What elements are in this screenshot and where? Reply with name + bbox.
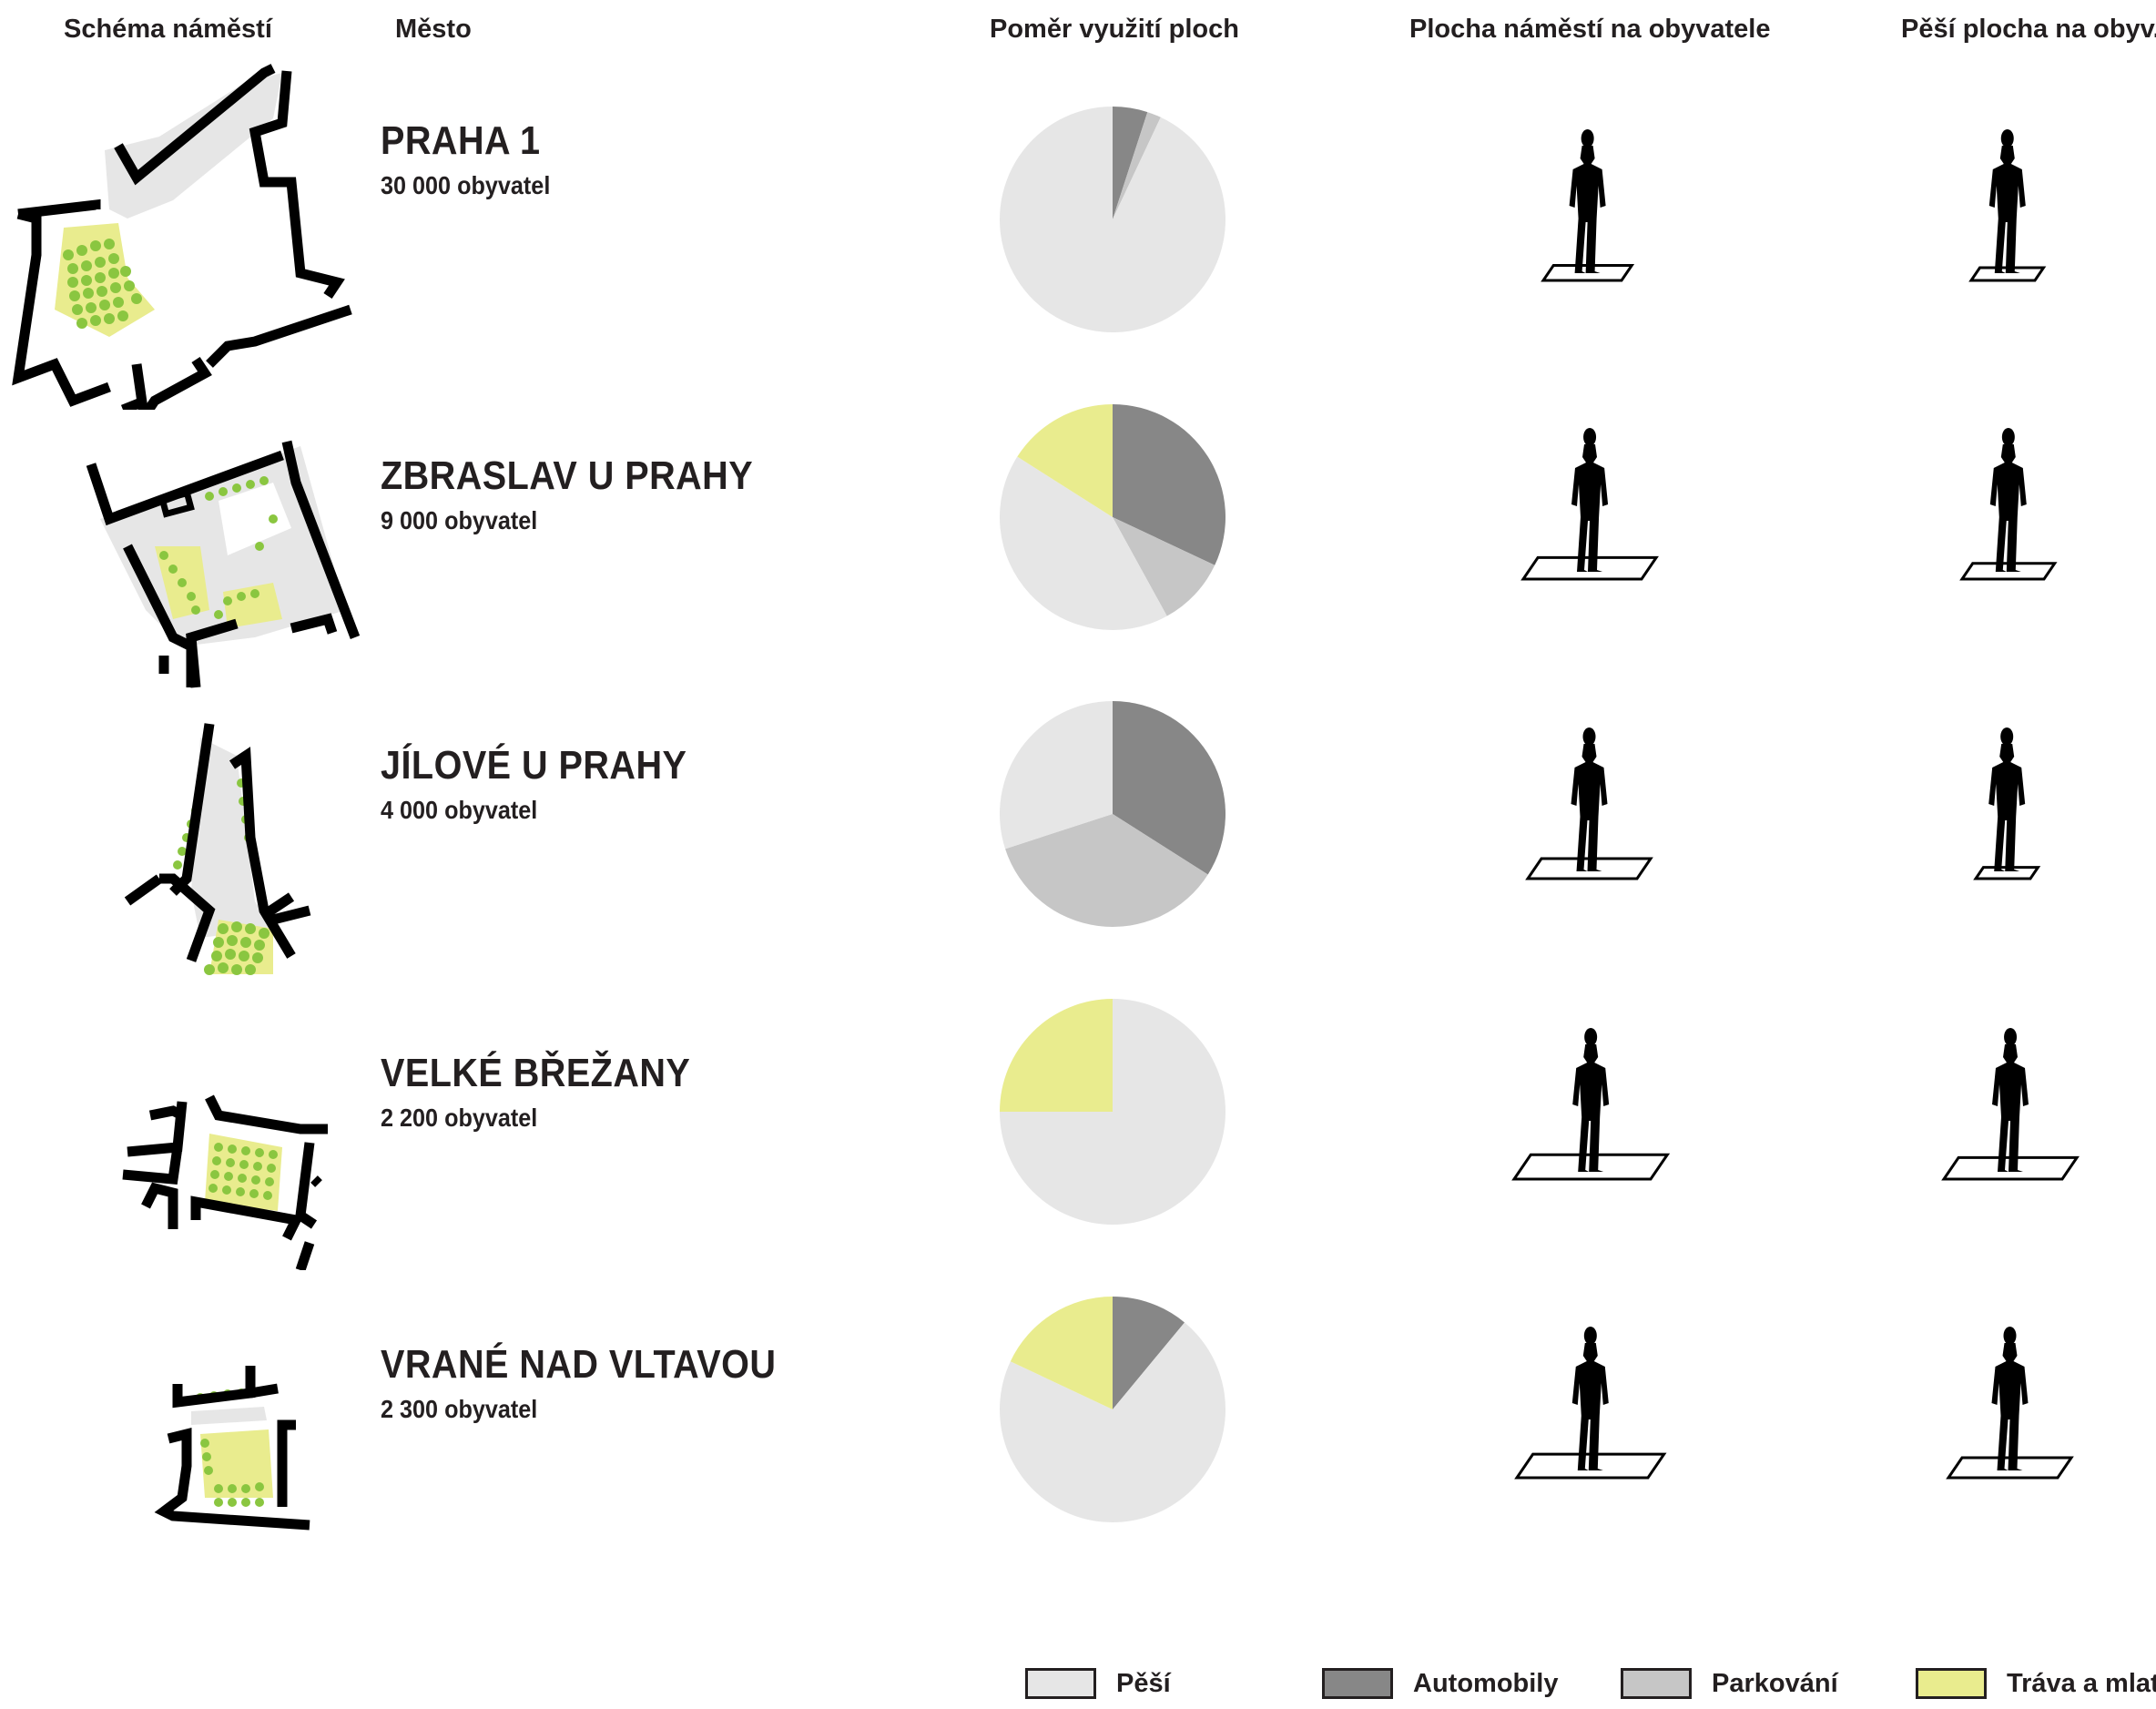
legend-swatch xyxy=(1025,1668,1096,1699)
person-icon xyxy=(1569,146,1606,273)
header-pedestrian-per-resident: Pěší plocha na obyv. xyxy=(1901,15,2156,44)
legend-item: Tráva a mlat xyxy=(1916,1668,2156,1699)
city-population: 4 000 obyvatel xyxy=(381,796,538,824)
pedestrian-per-resident-icon xyxy=(1946,1327,2074,1480)
pie-slice-trava xyxy=(1010,1297,1113,1409)
pedestrian-per-resident-icon xyxy=(1941,1028,2080,1181)
header-city: Město xyxy=(395,15,472,44)
header-ratio: Poměr využití ploch xyxy=(990,15,1239,44)
person-head-icon xyxy=(2003,1327,2017,1345)
square-schema-zbraslav xyxy=(86,440,361,688)
header-schema: Schéma náměstí xyxy=(64,15,272,44)
pie-slice-parkovani xyxy=(1113,517,1215,616)
pie-chart xyxy=(1000,1297,1225,1522)
city-name: JÍLOVÉ U PRAHY xyxy=(381,743,687,788)
legend-label: Tráva a mlat xyxy=(2007,1668,2156,1698)
square-schema-praha xyxy=(12,64,352,410)
legend-swatch xyxy=(1621,1668,1692,1699)
pie-slice-automobily xyxy=(1113,107,1148,219)
legend-item: Automobily xyxy=(1322,1668,1559,1699)
city-population: 2 200 obyvatel xyxy=(381,1104,538,1132)
area-per-resident-icon xyxy=(1541,129,1635,282)
pedestrian-per-resident-icon xyxy=(1968,129,2047,282)
pie-chart xyxy=(1000,701,1225,927)
pie-slice-pesi xyxy=(1000,701,1113,849)
area-per-resident-icon xyxy=(1525,727,1653,880)
legend-item: Pěší xyxy=(1025,1668,1171,1699)
legend: Pěší Automobily Parkování Tráva a mlat xyxy=(0,1668,2156,1708)
square-schema-vrane xyxy=(154,1366,310,1531)
pie-slice-pesi xyxy=(1000,1322,1225,1522)
pie-slice-parkovani xyxy=(1005,814,1208,927)
person-icon xyxy=(1989,444,2027,572)
person-icon xyxy=(1571,744,1608,871)
person-head-icon xyxy=(2001,428,2015,446)
person-head-icon xyxy=(1582,727,1596,746)
person-icon xyxy=(1992,1044,2029,1172)
person-head-icon xyxy=(1583,428,1597,446)
pie-slice-automobily xyxy=(1113,404,1225,565)
area-tile xyxy=(1973,866,2041,880)
pie-slice-automobily xyxy=(1113,1297,1185,1409)
legend-label: Automobily xyxy=(1413,1668,1559,1698)
legend-swatch xyxy=(1322,1668,1393,1699)
person-icon xyxy=(1571,444,1609,572)
city-name: VELKÉ BŘEŽANY xyxy=(381,1051,691,1095)
person-head-icon xyxy=(2000,129,2014,148)
area-tile xyxy=(1968,266,2047,282)
city-name: VRANÉ NAD VLTAVOU xyxy=(381,1342,777,1387)
city-population: 2 300 obyvatel xyxy=(381,1395,538,1423)
pie-slice-parkovani xyxy=(1113,112,1161,219)
area-per-resident-icon xyxy=(1511,1028,1671,1181)
pedestrian-per-resident-icon xyxy=(1959,428,2058,581)
person-icon xyxy=(1991,1343,2029,1470)
square-schema-velke-brezany xyxy=(122,1094,328,1270)
person-head-icon xyxy=(2004,1028,2018,1046)
pie-chart xyxy=(1000,999,1225,1225)
pie-slice-pesi xyxy=(1000,107,1225,332)
area-per-resident-icon xyxy=(1520,428,1659,581)
legend-label: Parkování xyxy=(1712,1668,1838,1698)
pie-slice-trava xyxy=(1000,999,1113,1112)
square-schema-jilove xyxy=(124,723,311,975)
city-population: 9 000 obyvatel xyxy=(381,506,538,534)
pie-slice-pesi xyxy=(1000,456,1167,630)
pie-chart xyxy=(1000,404,1225,630)
pedestrian-per-resident-icon xyxy=(1973,727,2041,880)
pie-slice-automobily xyxy=(1113,701,1225,875)
legend-swatch xyxy=(1916,1668,1987,1699)
pie-slice-trava xyxy=(1017,404,1113,517)
pie-chart xyxy=(1000,107,1225,332)
city-name: ZBRASLAV U PRAHY xyxy=(381,453,754,498)
person-icon xyxy=(1988,744,2026,871)
person-icon xyxy=(1571,1343,1609,1470)
person-head-icon xyxy=(1581,129,1594,148)
area-per-resident-icon xyxy=(1514,1327,1667,1480)
person-head-icon xyxy=(1584,1028,1598,1046)
city-population: 30 000 obyvatel xyxy=(381,171,551,199)
person-head-icon xyxy=(1583,1327,1597,1345)
legend-item: Parkování xyxy=(1621,1668,1838,1699)
city-name: PRAHA 1 xyxy=(381,118,541,163)
person-head-icon xyxy=(2000,727,2014,746)
person-icon xyxy=(1572,1044,1610,1172)
header-area-per-resident: Plocha náměstí na obyvatele xyxy=(1409,15,1771,44)
legend-label: Pěší xyxy=(1116,1668,1171,1698)
person-icon xyxy=(1988,146,2026,273)
